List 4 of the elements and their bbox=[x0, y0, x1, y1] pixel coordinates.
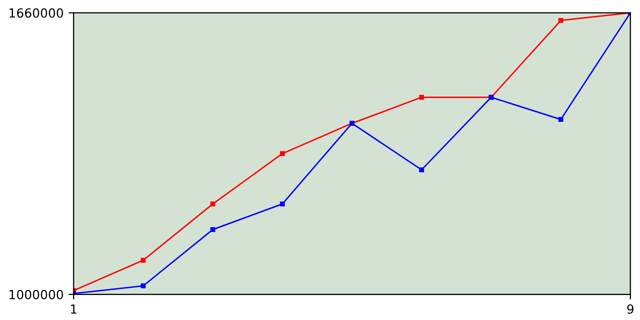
y-tick-label: 1660000 bbox=[10, 8, 64, 18]
x-tick-label: 1 bbox=[70, 304, 76, 314]
y-tick-label: 1000000 bbox=[10, 290, 64, 300]
x-tick-label: 9 bbox=[627, 304, 634, 314]
